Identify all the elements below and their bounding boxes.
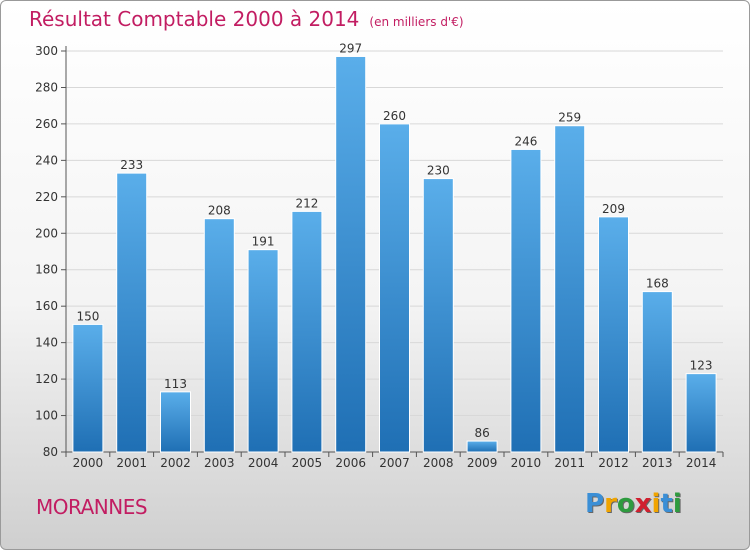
chart-title-text: Résultat Comptable 2000 à 2014	[29, 7, 360, 31]
value-label: 168	[646, 277, 669, 291]
logo-letter: x	[634, 489, 652, 519]
value-label: 191	[252, 235, 275, 249]
logo-letter: o	[616, 489, 635, 519]
x-tick-label: 2000	[73, 456, 104, 470]
logo-letter: P	[585, 489, 605, 519]
x-tick-label: 2010	[511, 456, 542, 470]
chart-subtitle: (en milliers d'€)	[369, 15, 464, 29]
bar-2001	[116, 172, 148, 453]
bar-2005	[291, 210, 323, 453]
x-tick-label: 2008	[423, 456, 454, 470]
y-tick-label: 220	[35, 190, 58, 204]
value-label: 212	[295, 196, 318, 210]
value-label: 297	[339, 41, 362, 55]
value-label: 208	[208, 204, 231, 218]
x-tick-label: 2012	[598, 456, 629, 470]
y-tick-label: 260	[35, 117, 58, 131]
logo-letter: i	[651, 489, 661, 519]
bar-2004	[247, 249, 279, 453]
x-tick-label: 2002	[160, 456, 191, 470]
place-name: MORANNES	[36, 495, 148, 519]
bar-2003	[203, 218, 235, 453]
bar-2009	[466, 440, 498, 453]
y-tick-label: 160	[35, 299, 58, 313]
x-tick-label: 2013	[642, 456, 673, 470]
y-tick-label: 300	[35, 44, 58, 58]
value-label: 259	[558, 111, 581, 125]
bar-2002	[160, 391, 191, 453]
bar-2014	[685, 373, 717, 453]
logo-letter: t	[660, 489, 673, 519]
value-label: 260	[383, 109, 406, 123]
x-tick-label: 2009	[467, 456, 498, 470]
bar-2013	[641, 291, 673, 453]
x-tick-label: 2014	[686, 456, 717, 470]
y-tick-label: 80	[43, 445, 58, 459]
y-tick-label: 280	[35, 80, 58, 94]
y-tick-label: 200	[35, 226, 58, 240]
value-label: 150	[76, 309, 99, 323]
x-tick-label: 2001	[116, 456, 147, 470]
y-tick-label: 240	[35, 153, 58, 167]
bar-2006	[335, 55, 367, 453]
y-tick-label: 140	[35, 336, 58, 350]
x-tick-label: 2011	[554, 456, 585, 470]
y-tick-label: 180	[35, 263, 58, 277]
y-tick-label: 120	[35, 372, 58, 386]
value-label: 123	[690, 359, 713, 373]
x-tick-label: 2006	[335, 456, 366, 470]
bar-2011	[554, 125, 586, 453]
x-tick-label: 2003	[204, 456, 235, 470]
x-tick-label: 2005	[292, 456, 323, 470]
bar-2000	[72, 323, 104, 453]
value-label: 86	[474, 426, 489, 440]
y-tick-label: 100	[35, 409, 58, 423]
bar-2012	[598, 216, 629, 453]
value-label: 209	[602, 202, 625, 216]
x-tick-label: 2007	[379, 456, 410, 470]
logo-letter: r	[604, 489, 617, 519]
bar-2007	[379, 123, 410, 453]
logo-letter: i	[672, 489, 682, 519]
bar-2008	[422, 178, 454, 453]
proxiti-logo: Proxiti	[585, 489, 682, 519]
value-label: 233	[120, 158, 143, 172]
bars	[72, 55, 717, 453]
value-label: 230	[427, 164, 450, 178]
x-tick-label: 2004	[248, 456, 279, 470]
value-label: 113	[164, 377, 187, 391]
bar-2010	[510, 148, 542, 453]
labels: 150 233 113 208 191 212 297 260 230 86 246 259 209 16…	[76, 41, 712, 440]
chart-title: Résultat Comptable 2000 à 2014 (en millie…	[29, 7, 464, 31]
value-label: 246	[514, 134, 537, 148]
